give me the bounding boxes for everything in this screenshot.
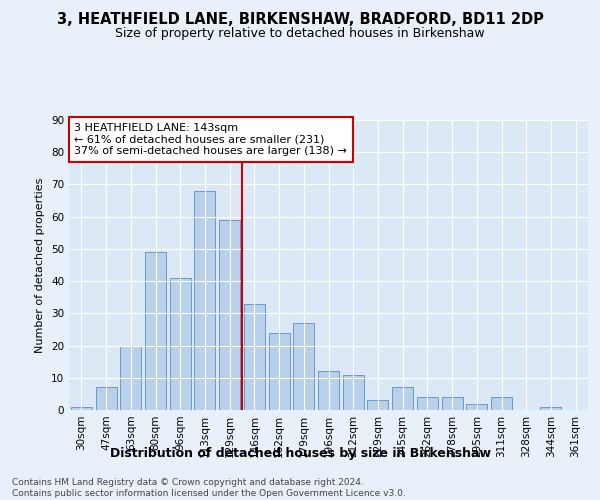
- Y-axis label: Number of detached properties: Number of detached properties: [35, 178, 46, 352]
- Bar: [194, 191, 215, 410]
- Bar: [244, 304, 265, 410]
- Bar: [95, 388, 116, 410]
- Bar: [293, 323, 314, 410]
- Bar: [541, 407, 562, 410]
- Bar: [392, 388, 413, 410]
- Text: 3, HEATHFIELD LANE, BIRKENSHAW, BRADFORD, BD11 2DP: 3, HEATHFIELD LANE, BIRKENSHAW, BRADFORD…: [56, 12, 544, 28]
- Bar: [269, 332, 290, 410]
- Bar: [367, 400, 388, 410]
- Bar: [318, 372, 339, 410]
- Bar: [491, 397, 512, 410]
- Bar: [71, 407, 92, 410]
- Bar: [120, 346, 141, 410]
- Text: Size of property relative to detached houses in Birkenshaw: Size of property relative to detached ho…: [115, 28, 485, 40]
- Bar: [417, 397, 438, 410]
- Bar: [343, 374, 364, 410]
- Text: 3 HEATHFIELD LANE: 143sqm
← 61% of detached houses are smaller (231)
37% of semi: 3 HEATHFIELD LANE: 143sqm ← 61% of detac…: [74, 123, 347, 156]
- Bar: [442, 397, 463, 410]
- Bar: [170, 278, 191, 410]
- Bar: [145, 252, 166, 410]
- Bar: [466, 404, 487, 410]
- Bar: [219, 220, 240, 410]
- Text: Contains HM Land Registry data © Crown copyright and database right 2024.
Contai: Contains HM Land Registry data © Crown c…: [12, 478, 406, 498]
- Text: Distribution of detached houses by size in Birkenshaw: Distribution of detached houses by size …: [110, 448, 491, 460]
